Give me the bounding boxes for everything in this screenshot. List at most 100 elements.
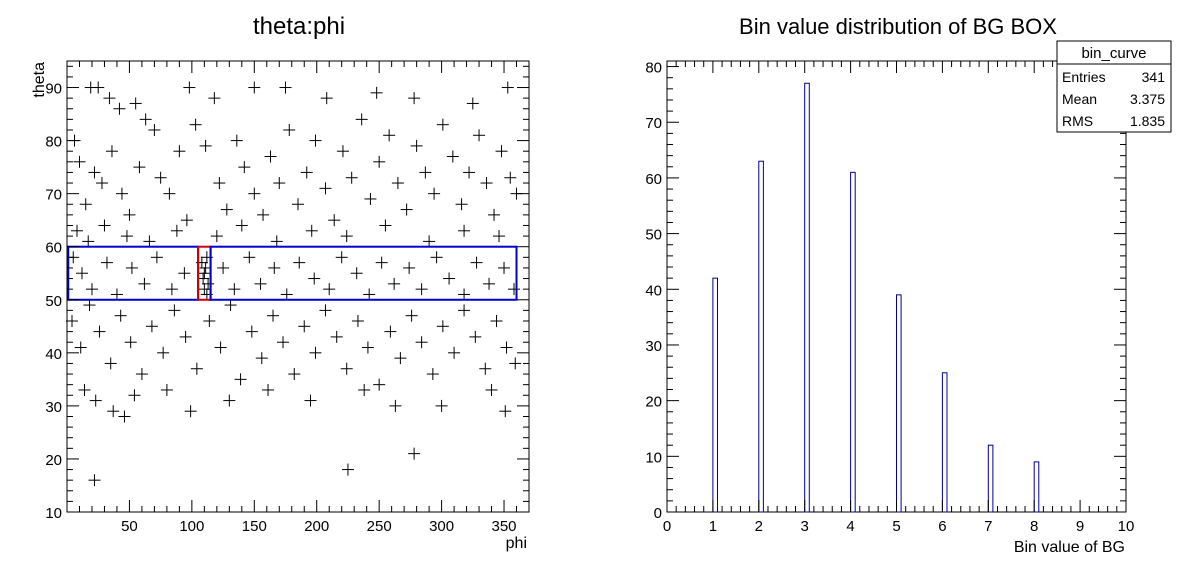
scatter-point [157, 346, 170, 359]
scatter-point [234, 373, 247, 386]
scatter-boxes [67, 245, 518, 301]
stats-box: bin_curve Entries 341 Mean 3.375 RMS 1.8… [1056, 40, 1172, 133]
scatter-y-tick-label: 90 [45, 81, 62, 98]
scatter-point [391, 177, 404, 190]
scatter-point [323, 283, 336, 296]
scatter-point [92, 81, 105, 94]
scatter-point [173, 145, 186, 158]
scatter-point [73, 155, 86, 168]
histogram-bar [896, 294, 902, 513]
scatter-point [180, 214, 193, 227]
scatter-point [458, 224, 471, 237]
scatter-point [351, 314, 364, 327]
scatter-point [446, 150, 459, 163]
histogram-y-tick-label: 50 [645, 227, 662, 244]
scatter-point [88, 166, 101, 179]
scatter-point [70, 224, 83, 237]
scatter-point [110, 288, 123, 301]
scatter-point [268, 261, 281, 274]
scatter-x-label: phi [506, 535, 527, 552]
scatter-point [504, 171, 517, 184]
scatter-point [184, 405, 197, 418]
scatter-point [341, 463, 354, 476]
scatter-point [120, 230, 133, 243]
histogram-y-axis: 0 10 20 30 40 50 60 70 80 [645, 60, 1126, 522]
stats-box-frame [1056, 40, 1172, 133]
scatter-point [320, 92, 333, 105]
histogram-y-tick-label: 0 [654, 505, 662, 522]
scatter-point [123, 208, 136, 221]
scatter-point [89, 394, 102, 407]
histogram-y-tick-label: 20 [645, 394, 662, 411]
scatter-point [358, 383, 371, 396]
scatter-point [202, 277, 215, 290]
scatter-point [350, 267, 363, 280]
histogram-x-label: Bin value of BG [1014, 539, 1125, 556]
scatter-point [248, 187, 261, 200]
scatter-point [238, 161, 251, 174]
scatter-point [300, 166, 313, 179]
stats-mean-value: 3.375 [1130, 91, 1165, 107]
histogram-x-axis: 0 1 2 3 4 5 6 7 8 9 10 [663, 61, 1134, 535]
scatter-x-tick-label: 150 [242, 518, 267, 535]
scatter-point [74, 341, 87, 354]
histogram-bar [941, 372, 948, 513]
scatter-point [336, 145, 349, 158]
scatter-point [309, 134, 322, 147]
scatter-point [384, 325, 397, 338]
scatter-point [277, 336, 290, 349]
histogram-x-tick-label: 5 [892, 518, 900, 535]
scatter-point [267, 309, 280, 322]
scatter-x-tick-label: 300 [429, 518, 454, 535]
histogram-bar [804, 82, 810, 513]
scatter-point [168, 304, 181, 317]
scatter-point [330, 330, 343, 343]
scatter-point [199, 139, 212, 152]
scatter-point [100, 256, 113, 269]
scatter-point [133, 161, 146, 174]
scatter-y-tick-label: 70 [45, 187, 62, 204]
scatter-point [179, 330, 192, 343]
scatter-point [435, 399, 448, 412]
histogram-y-tick-label: 10 [645, 449, 662, 466]
scatter-point [335, 251, 348, 264]
scatter-point [415, 283, 428, 296]
scatter-point [75, 267, 88, 280]
scatter-point [113, 102, 126, 115]
scatter-markers [65, 81, 523, 487]
scatter-frame [66, 60, 530, 513]
scatter-point [483, 277, 496, 290]
scatter-point [383, 129, 396, 142]
scatter-y-tick-label: 60 [45, 240, 62, 257]
scatter-point [107, 405, 120, 418]
scatter-y-tick-label: 20 [45, 452, 62, 469]
scatter-point [480, 177, 493, 190]
scatter-point [104, 357, 117, 370]
region-box [209, 245, 518, 301]
scatter-point [508, 283, 521, 296]
histogram-bar [712, 277, 718, 513]
scatter-point [443, 272, 456, 285]
scatter-point [85, 283, 98, 296]
scatter-point [208, 92, 221, 105]
scatter-y-tick-label: 40 [45, 346, 62, 363]
scatter-point [403, 261, 416, 274]
scatter-point [389, 399, 402, 412]
scatter-point [88, 474, 101, 487]
scatter-point [428, 187, 441, 200]
scatter-point [254, 277, 267, 290]
scatter-point [257, 208, 270, 221]
scatter-point [79, 198, 92, 211]
scatter-point [235, 219, 248, 232]
scatter-point [340, 362, 353, 375]
scatter-point [78, 383, 91, 396]
histogram-bar [850, 171, 856, 513]
scatter-point [165, 283, 178, 296]
scatter-point [273, 177, 286, 190]
scatter-point [220, 203, 233, 216]
scatter-point [379, 219, 392, 232]
scatter-point [415, 336, 428, 349]
scatter-point [436, 320, 449, 333]
scatter-point [436, 118, 449, 131]
